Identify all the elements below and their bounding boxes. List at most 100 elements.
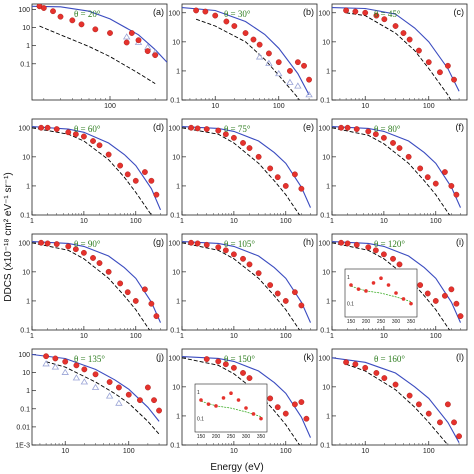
experiment-point [453,191,460,198]
y-tick-label: 10 [22,370,30,377]
inset-i: 150 200 250 300 350 1 0.1 [344,268,418,325]
experiment-point [43,353,49,360]
experiment-point [298,302,305,309]
inset-experiment-point [206,402,211,406]
experiment-point [65,129,72,136]
experiment-point [203,126,210,132]
x-tick-label: 10 [61,448,69,455]
inset-experiment-point [244,406,248,410]
experiment-point [222,361,229,368]
panel-letter: (a) [153,7,164,17]
panel-j: 10 100 100 10 1 0.1 0.01 1E-3 θ = 135° (j) [15,348,168,455]
plot-area [182,239,312,330]
experiment-point [432,180,439,187]
experiment-point [203,241,210,248]
experiment-point [441,292,448,299]
experiment-point [437,419,443,426]
x-tick-label: 100 [273,103,285,110]
experiment-point [242,30,249,36]
inset-experiment-point [401,297,406,301]
plot-frame [331,118,468,216]
x-tick-label: 100 [430,333,442,340]
experiment-point [107,30,113,36]
y-tick-label: 0.1 [320,328,330,335]
plot-frame [181,3,318,101]
experiment-point [212,12,219,19]
y-tick-label: 0.1 [170,443,180,450]
panel-letter: (l) [456,352,464,362]
experiment-point [365,244,372,251]
experiment-point [153,313,160,320]
experiment-point [152,52,159,59]
panel-angle-label: θ = 105° [224,239,255,249]
experiment-point [230,134,237,141]
experiment-point [282,298,289,304]
panel-letter: (b) [303,7,314,17]
plot-area [332,124,462,215]
panel-l: 10 100 100 10 1 0.1 θ = 160° (l) [318,348,468,455]
experiment-point [124,171,131,178]
y-tick-label: 0.1 [20,213,30,220]
plot-area [32,4,167,84]
experiment-point [44,240,51,247]
plot-area [32,124,162,215]
y-tick-label: 100 [168,10,180,17]
experiment-point [240,255,246,262]
x-tick-label: 1 [30,333,34,340]
x-tick-label: 1 [30,218,34,225]
inset-experiment-point [409,301,413,306]
theory-solid-curve [32,241,162,323]
experiment-point [396,261,403,268]
experiment-point [148,177,155,184]
experiment-point [141,286,148,293]
experiment-point [65,243,72,250]
x-tick-label: 10 [380,218,388,225]
experiment-point [294,59,301,66]
experiment-point [266,50,272,57]
experiment-point [451,76,457,83]
experiment-point [267,282,274,288]
experiment-point [96,142,103,149]
experiment-point [255,270,262,277]
y-tick-label: 1 [326,183,330,190]
experiment-point [188,239,195,246]
y-tick-label: 0.1 [20,328,30,335]
experiment-point [230,364,237,371]
experiment-point [441,169,448,175]
experiment-point [202,8,209,15]
experiment-point [416,47,422,54]
plot-area [182,7,313,100]
theory-solid-curve [182,126,312,208]
y-tick-label: 100 [318,355,330,362]
y-tick-label: 100 [168,355,180,362]
y-tick-label: 0.1 [320,213,330,220]
theory-solid-curve [182,7,310,96]
experiment-point [246,145,253,151]
experiment-point [50,8,56,15]
inset-x-tick-label: 300 [392,319,401,325]
inset-y-tick-label: 0.1 [347,302,354,308]
experiment-point [424,174,431,181]
experiment-point [274,290,281,297]
other-experiment-point [294,82,302,89]
experiment-point [417,165,424,172]
other-experiment-point [42,360,50,367]
inset-y-tick-label: 0.1 [197,417,204,423]
y-tick-label: 100 [318,240,330,247]
experiment-point [81,366,88,373]
experiment-point [72,131,79,138]
other-experiment-point [61,368,69,375]
inset-k: 150 200 250 300 350 1 0.1 [194,383,268,440]
experiment-point [106,379,113,385]
experiment-point [390,140,396,146]
experiment-point [372,247,379,254]
experiment-point [406,36,413,43]
y-tick-label: 1 [326,68,330,75]
y-tick-label: 10 [22,269,30,276]
y-tick-label: 0.1 [320,443,330,450]
panel-angle-label: θ = 20° [74,9,101,19]
experiment-point [287,68,293,74]
experiment-point [353,126,360,132]
experiment-point [128,30,135,36]
